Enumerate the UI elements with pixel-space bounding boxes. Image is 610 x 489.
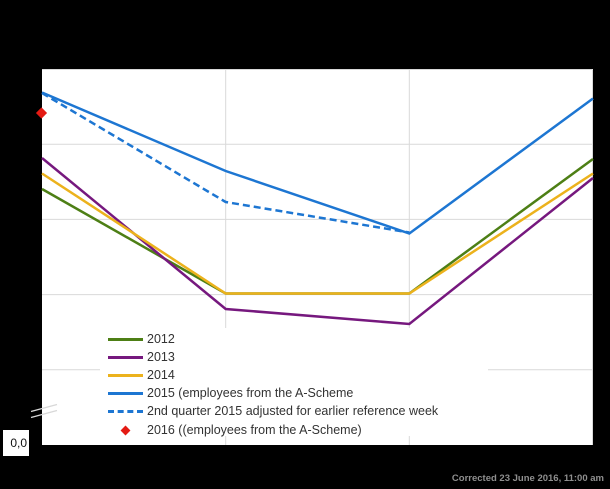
legend-swatch-solid-line xyxy=(108,330,143,348)
legend-swatch-dashed-line xyxy=(108,402,143,420)
y-axis-tick-label-zero: 0,0 xyxy=(3,430,29,456)
legend-swatch-solid-line xyxy=(108,384,143,402)
legend-label: 2014 xyxy=(147,368,175,382)
legend-item-2015[interactable]: 2015 (employees from the A-Scheme xyxy=(108,384,353,402)
legend-label: 2015 (employees from the A-Scheme xyxy=(147,386,354,400)
legend-background xyxy=(100,328,488,436)
legend-swatch-diamond-icon xyxy=(108,421,143,439)
legend-swatch-solid-line xyxy=(108,366,143,384)
legend-item-2013[interactable]: 2013 xyxy=(108,348,175,366)
legend-item-2012[interactable]: 2012 xyxy=(108,330,175,348)
legend-item-2nd-quarter-2015[interactable]: 2nd quarter 2015 adjusted for earlier re… xyxy=(108,402,438,420)
legend-label: 2016 ((employees from the A-Scheme) xyxy=(147,423,362,437)
legend-label: 2012 xyxy=(147,332,175,346)
legend-item-2016[interactable]: 2016 ((employees from the A-Scheme) xyxy=(108,421,362,439)
legend-item-2014[interactable]: 2014 xyxy=(108,366,175,384)
legend-swatch-solid-line xyxy=(108,348,143,366)
correction-note: Corrected 23 June 2016, 11:00 am xyxy=(451,473,604,484)
legend-label: 2nd quarter 2015 adjusted for earlier re… xyxy=(147,404,439,418)
legend-label: 2013 xyxy=(147,350,175,364)
